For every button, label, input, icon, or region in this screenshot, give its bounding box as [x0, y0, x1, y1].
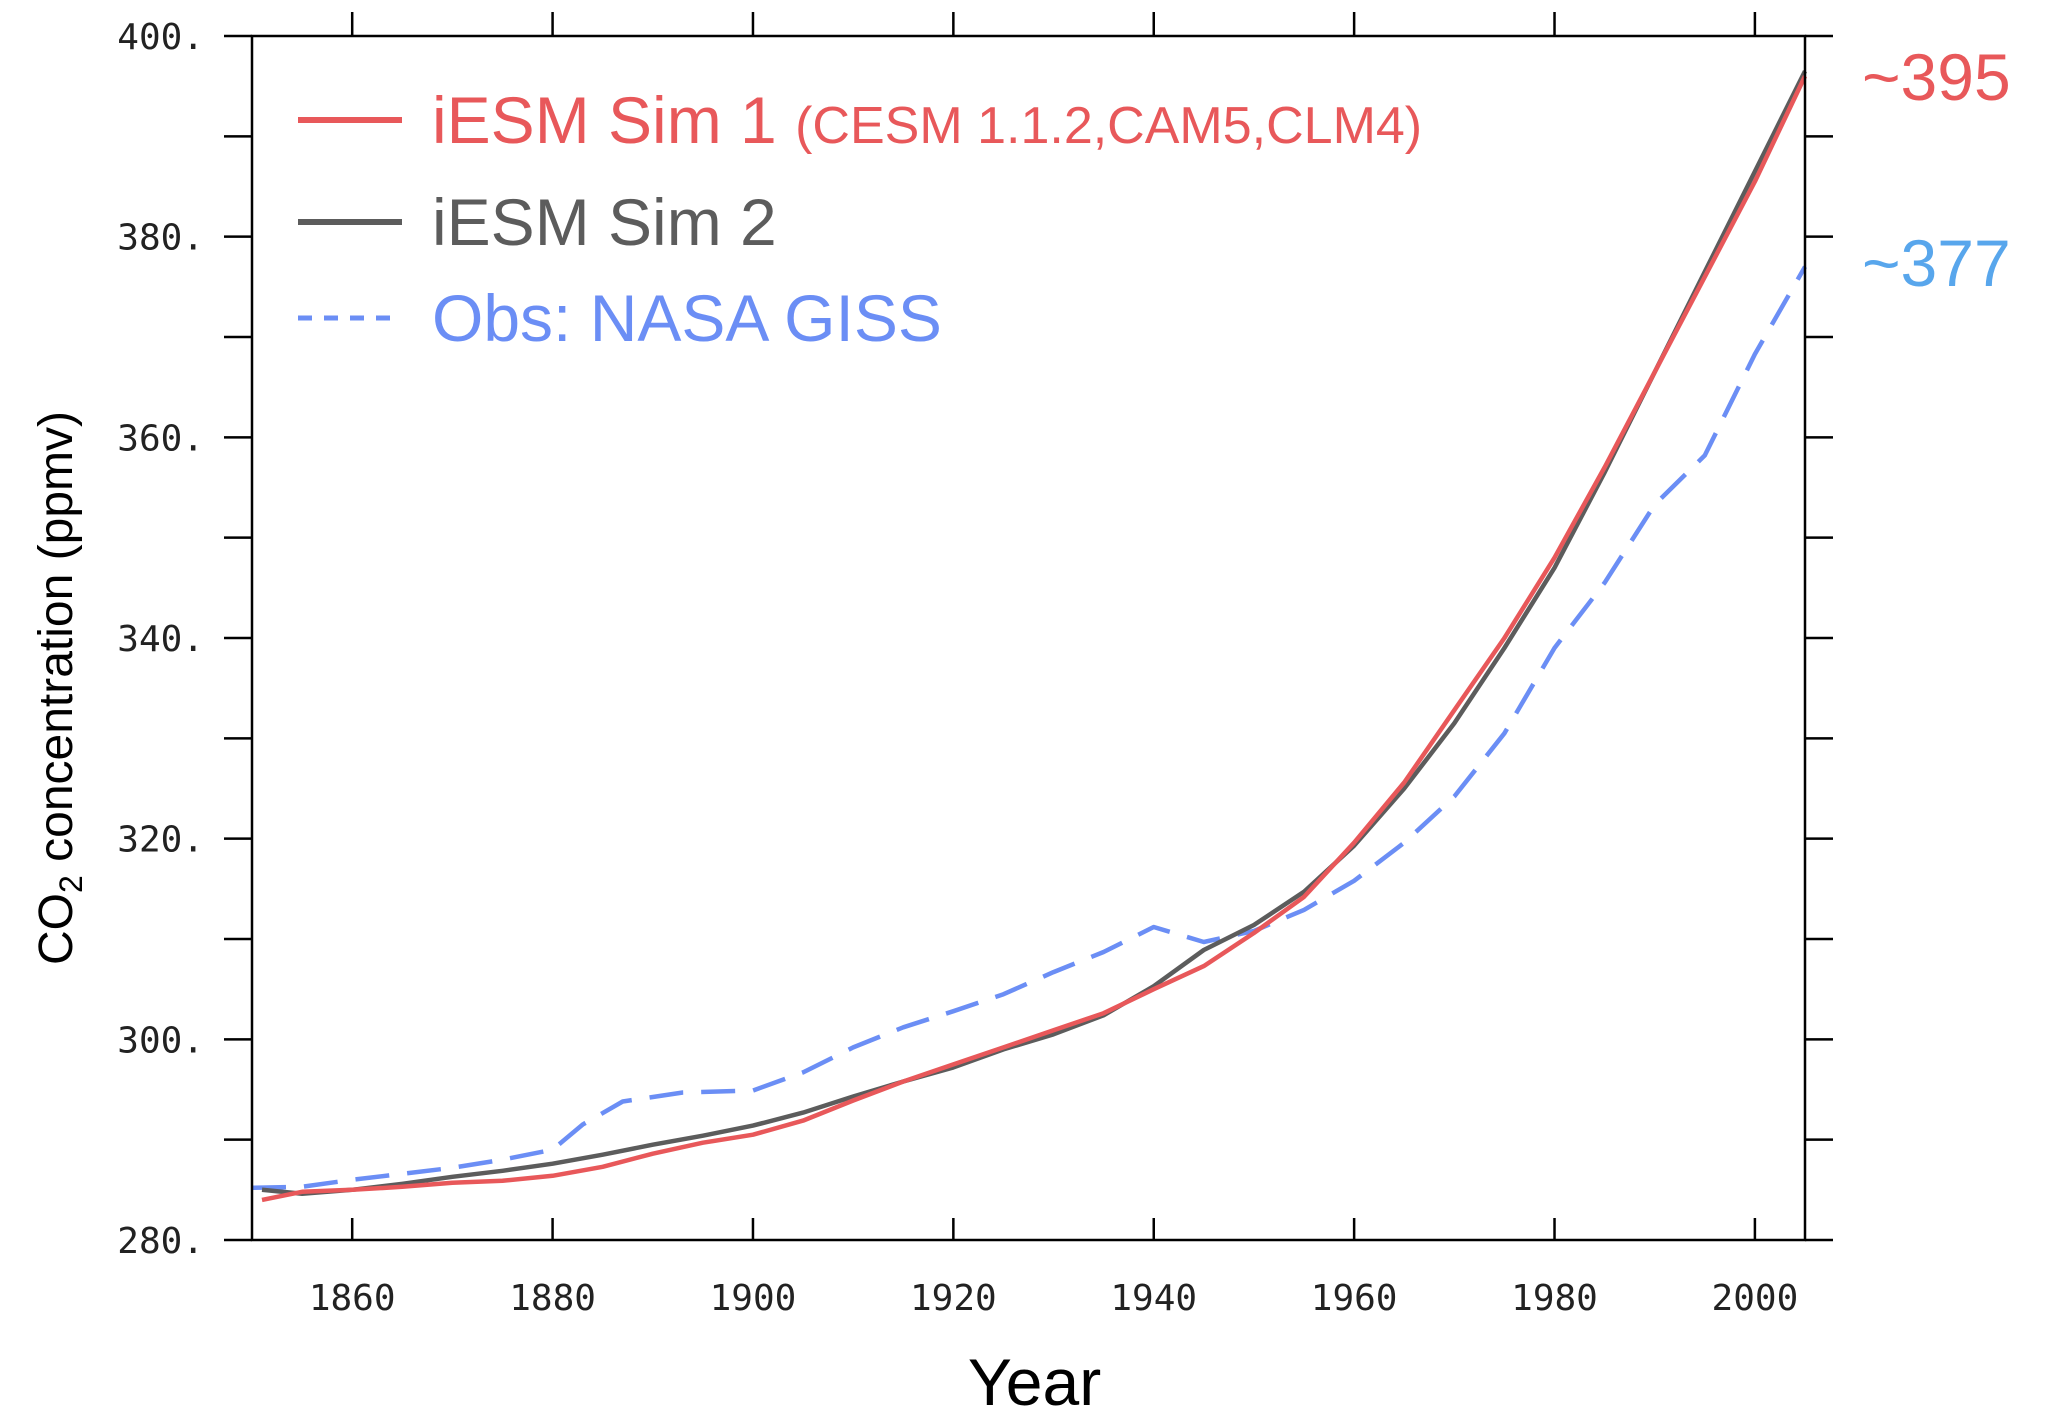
- y-tick-label: 340.: [117, 619, 204, 660]
- y-axis-title-subscript: 2: [53, 875, 89, 893]
- x-tick-label: 2000: [1712, 1278, 1799, 1319]
- legend-label-sim1-name: iESM Sim 1: [432, 83, 777, 157]
- x-tick-label: 1920: [910, 1278, 997, 1319]
- x-tick-label: 1980: [1511, 1278, 1598, 1319]
- y-tick-label: 300.: [117, 1020, 204, 1061]
- y-tick-label: 380.: [117, 218, 204, 259]
- x-axis-title: Year: [968, 1345, 1101, 1419]
- series-line-sim1: [261, 75, 1808, 1203]
- tick-layer: [224, 12, 1833, 1242]
- tick-label-layer: 1860 1880 1900 1920 1940 1960 1980 2000 280. 300.…: [117, 17, 1798, 1319]
- y-axis-title: CO2 concentration (ppmv): [30, 411, 89, 965]
- annotation-sim1-end-value: ~395: [1862, 40, 2011, 114]
- series-line-sim2: [261, 70, 1808, 1197]
- y-tick-label: 360.: [117, 418, 204, 459]
- x-tick-label: 1940: [1110, 1278, 1197, 1319]
- x-tick-label: 1860: [309, 1278, 396, 1319]
- series-line-obs: [251, 265, 1807, 1191]
- x-tick-label: 1880: [509, 1278, 596, 1319]
- legend-label-sim1: iESM Sim 1 (CESM 1.1.2,CAM5,CLM4): [432, 83, 1422, 157]
- annotation-obs-end-value: ~377: [1862, 226, 2011, 300]
- x-tick-label: 1900: [710, 1278, 797, 1319]
- y-axis-title-main: CO: [30, 893, 83, 965]
- y-tick-label: 320.: [117, 820, 204, 861]
- legend-label-obs: Obs: NASA GISS: [432, 281, 942, 355]
- series-layer: [251, 70, 1808, 1203]
- legend: iESM Sim 1 (CESM 1.1.2,CAM5,CLM4) iESM S…: [298, 83, 1422, 355]
- y-tick-label: 280.: [117, 1221, 204, 1262]
- y-axis-title-rest: concentration (ppmv): [30, 411, 83, 875]
- y-tick-label: 400.: [117, 17, 204, 58]
- legend-label-sim2: iESM Sim 2: [432, 185, 777, 259]
- legend-label-sim1-suffix: (CESM 1.1.2,CAM5,CLM4): [795, 97, 1422, 155]
- x-tick-label: 1960: [1311, 1278, 1398, 1319]
